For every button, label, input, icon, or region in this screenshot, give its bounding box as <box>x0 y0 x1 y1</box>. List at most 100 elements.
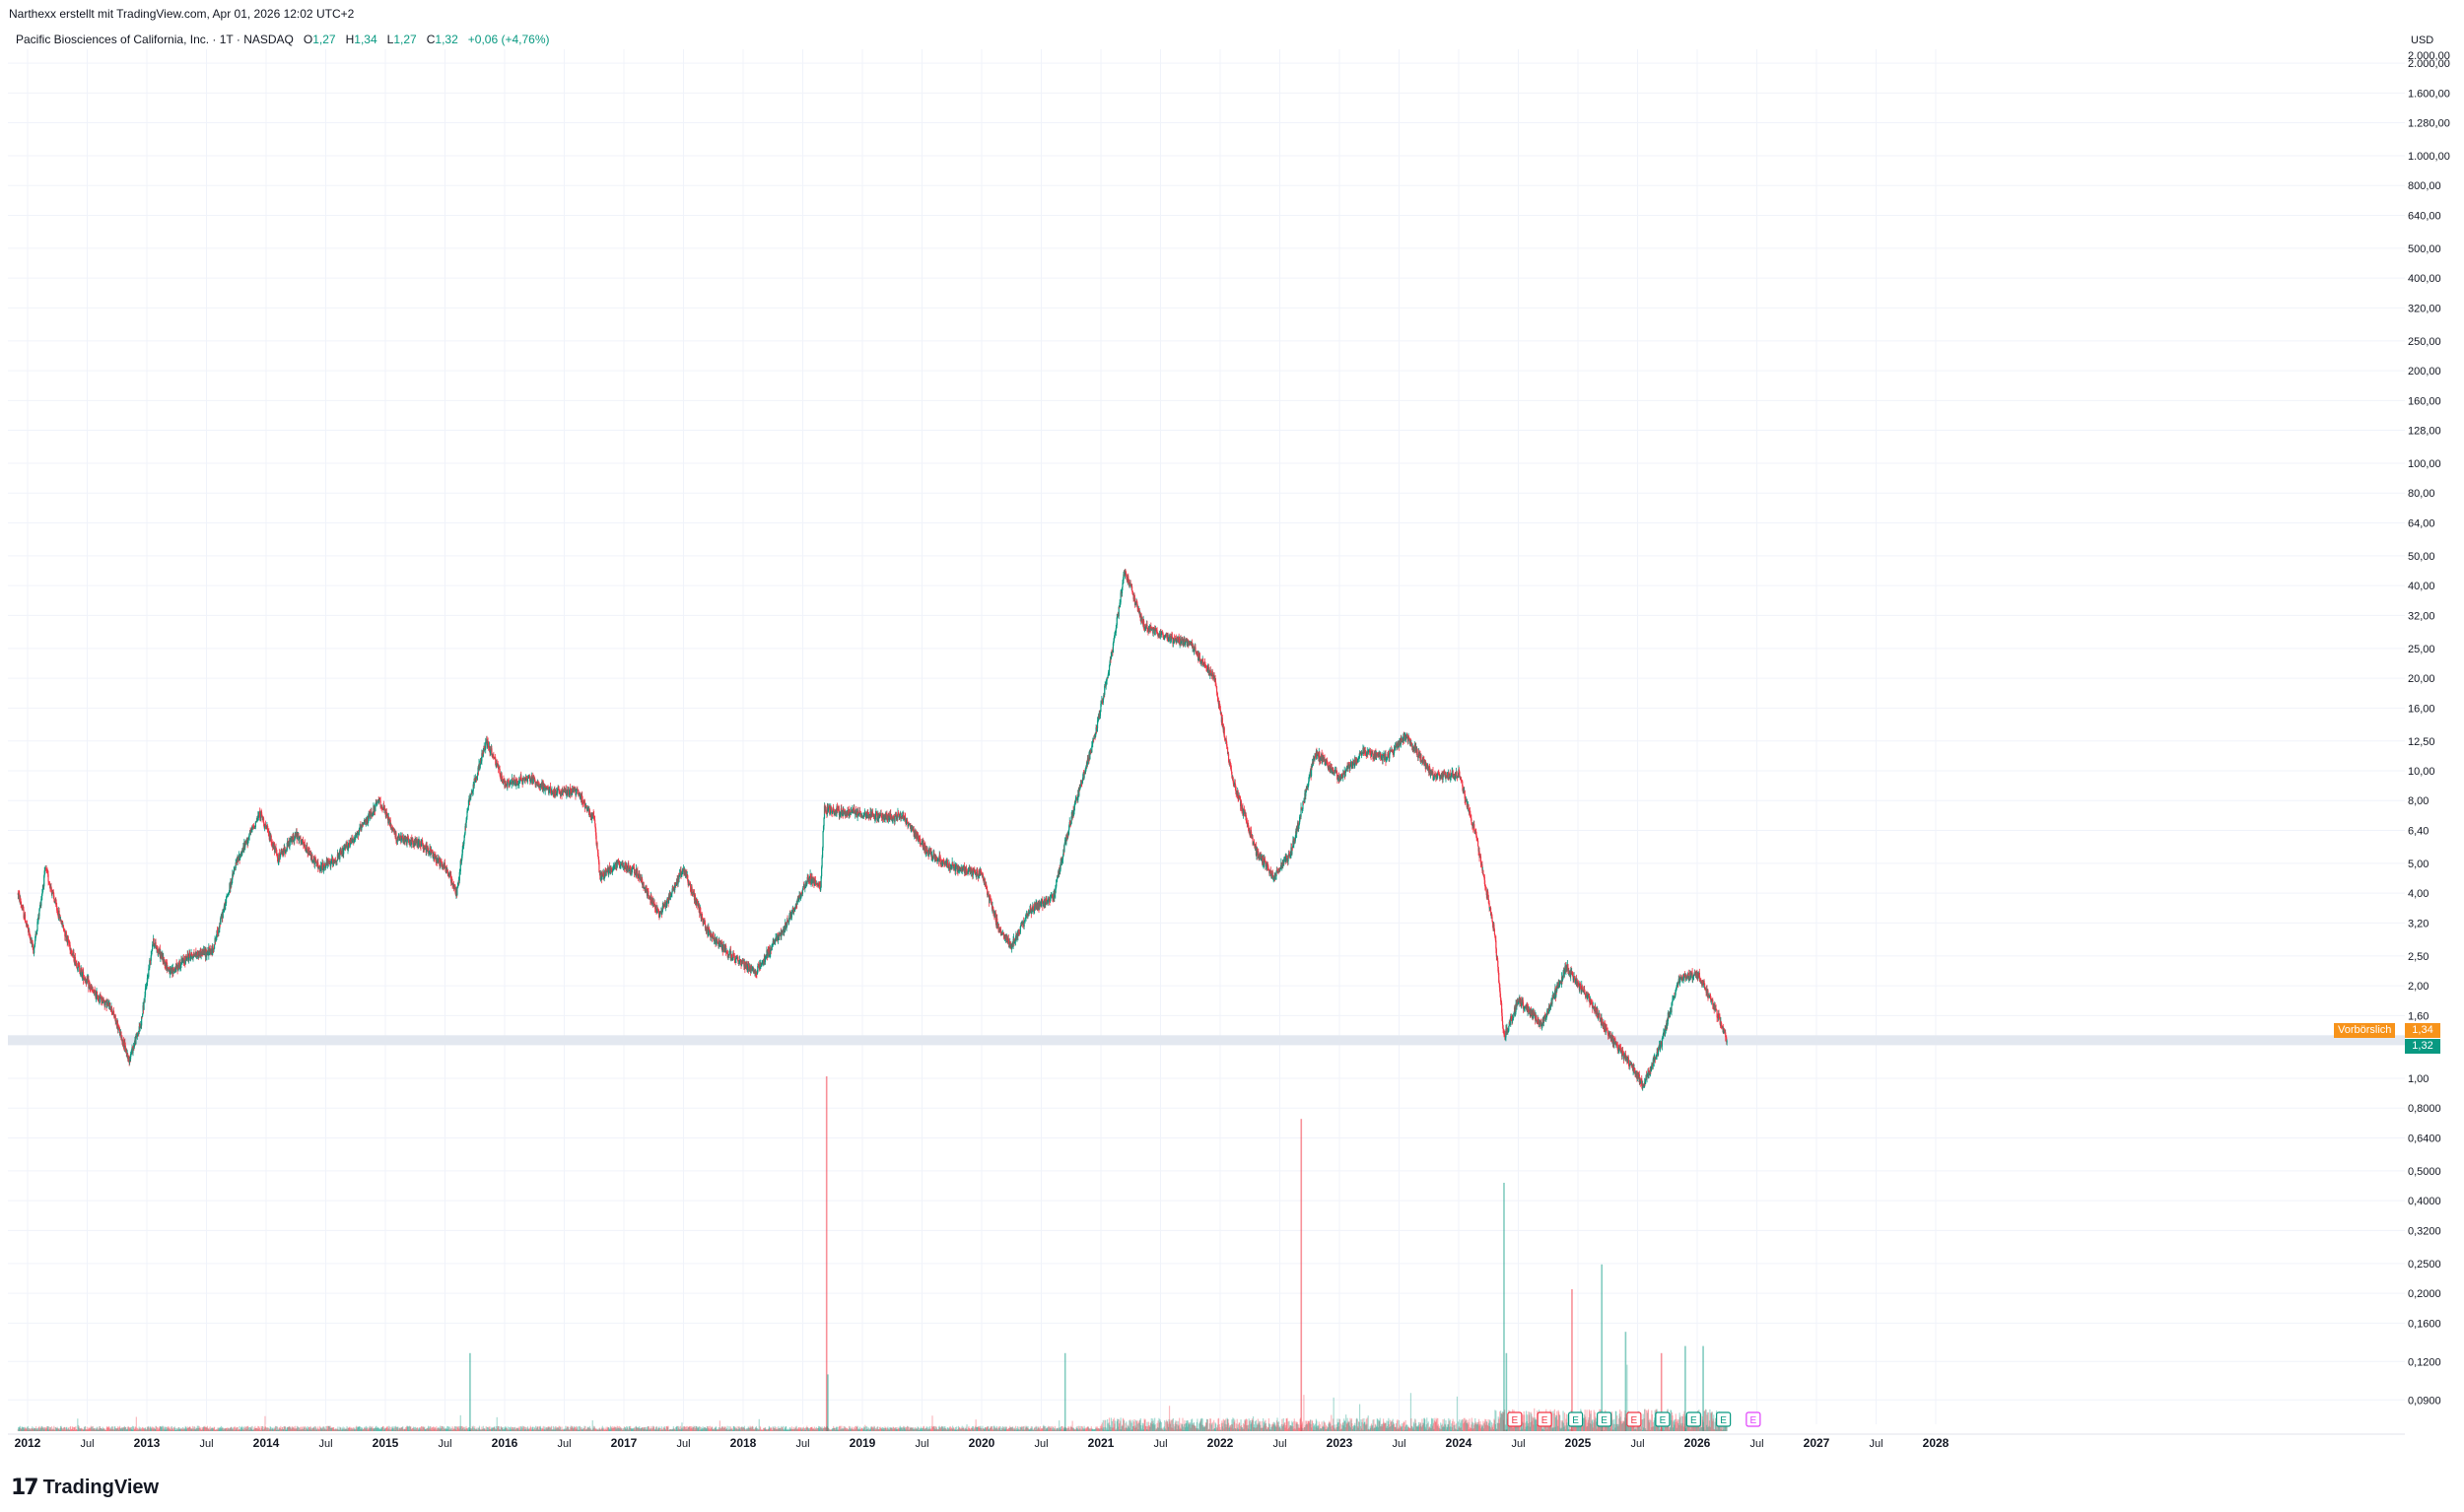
volume-bar <box>111 1426 113 1431</box>
volume-bar <box>211 1427 213 1431</box>
volume-bar <box>87 1429 89 1431</box>
volume-bar <box>82 1429 85 1431</box>
volume-bar <box>391 1428 393 1431</box>
volume-bar <box>593 1426 595 1431</box>
volume-bar <box>212 1427 214 1431</box>
volume-bar <box>580 1429 582 1431</box>
volume-bar <box>568 1429 570 1431</box>
currency-label[interactable]: USD <box>2411 34 2434 46</box>
symbol-legend: Pacific Biosciences of California, Inc. … <box>16 33 550 46</box>
volume-bar <box>474 1426 476 1431</box>
volume-bar <box>279 1427 281 1431</box>
volume-bar <box>85 1429 87 1431</box>
volume-bar <box>41 1427 43 1431</box>
volume-bar <box>468 1429 470 1431</box>
volume-bar <box>395 1426 398 1431</box>
volume-bar <box>213 1428 215 1431</box>
volume-bar <box>670 1428 672 1431</box>
volume-bar <box>571 1426 574 1431</box>
volume-bar <box>238 1429 240 1431</box>
volume-bar <box>550 1426 552 1431</box>
volume-bar <box>494 1428 496 1431</box>
volume-bar <box>115 1428 117 1431</box>
volume-bar <box>153 1427 155 1431</box>
volume-bar <box>354 1428 356 1431</box>
volume-bar <box>73 1427 75 1431</box>
volume-bar <box>491 1428 494 1431</box>
volume-bar <box>320 1428 323 1431</box>
volume-bar <box>26 1426 29 1431</box>
volume-bar <box>47 1429 50 1431</box>
volume-bar <box>248 1429 251 1431</box>
volume-bar <box>563 1428 565 1431</box>
volume-bar <box>287 1426 289 1431</box>
volume-bar <box>126 1428 128 1431</box>
volume-bar <box>193 1426 196 1431</box>
volume-bar <box>281 1428 283 1431</box>
volume-bar <box>227 1428 230 1431</box>
volume-bar <box>75 1428 77 1431</box>
volume-bar <box>447 1426 449 1431</box>
volume-bar <box>478 1427 480 1431</box>
volume-bar <box>599 1429 601 1431</box>
volume-bar <box>391 1426 393 1431</box>
volume-bar <box>492 1427 494 1431</box>
volume-bar <box>145 1429 147 1431</box>
volume-bar <box>446 1425 448 1431</box>
volume-bar <box>371 1428 374 1431</box>
volume-bar <box>338 1429 340 1431</box>
volume-bar <box>532 1426 534 1431</box>
volume-bar <box>321 1426 324 1431</box>
volume-bar <box>540 1427 542 1431</box>
volume-bar <box>286 1427 288 1431</box>
volume-bar <box>382 1429 385 1431</box>
volume-bar <box>498 1425 500 1431</box>
volume-bar <box>48 1428 51 1431</box>
candle-body <box>36 922 38 930</box>
volume-bar <box>114 1426 116 1431</box>
volume-bar <box>338 1429 340 1431</box>
volume-bar <box>342 1426 344 1431</box>
volume-bar <box>294 1428 296 1431</box>
volume-bar <box>137 1428 139 1431</box>
volume-bar <box>341 1427 343 1431</box>
volume-bar <box>135 1416 137 1431</box>
volume-bar <box>615 1427 617 1431</box>
volume-bar <box>465 1428 468 1431</box>
volume-bar <box>229 1428 231 1431</box>
volume-bar <box>402 1428 404 1431</box>
volume-bar <box>83 1428 85 1431</box>
volume-bar <box>392 1429 395 1431</box>
volume-bar <box>183 1428 185 1431</box>
volume-bar <box>110 1426 112 1431</box>
volume-bar <box>70 1429 72 1431</box>
volume-bar <box>682 1428 685 1431</box>
volume-bar <box>529 1425 531 1431</box>
volume-bar <box>99 1425 101 1431</box>
volume-bar <box>435 1427 437 1431</box>
volume-bar <box>343 1429 345 1431</box>
volume-bar <box>143 1429 145 1431</box>
volume-bar <box>356 1427 359 1431</box>
volume-bar <box>625 1428 627 1431</box>
volume-bar <box>168 1426 171 1431</box>
volume-bar <box>68 1427 70 1431</box>
volume-bar <box>620 1427 622 1431</box>
volume-bar <box>562 1429 565 1431</box>
volume-bar <box>199 1427 201 1431</box>
volume-spike <box>1063 1352 1066 1431</box>
volume-bar <box>305 1428 307 1431</box>
volume-bar <box>516 1427 518 1431</box>
volume-bar <box>191 1425 194 1431</box>
volume-bar <box>133 1428 136 1431</box>
volume-bar <box>609 1425 612 1431</box>
volume-bar <box>365 1428 367 1431</box>
volume-bar <box>500 1426 502 1431</box>
volume-bar <box>23 1427 25 1431</box>
volume-bar <box>208 1427 210 1431</box>
volume-bar <box>65 1427 67 1431</box>
volume-bar <box>633 1427 636 1431</box>
volume-bar <box>171 1427 173 1431</box>
volume-bar <box>467 1427 469 1431</box>
